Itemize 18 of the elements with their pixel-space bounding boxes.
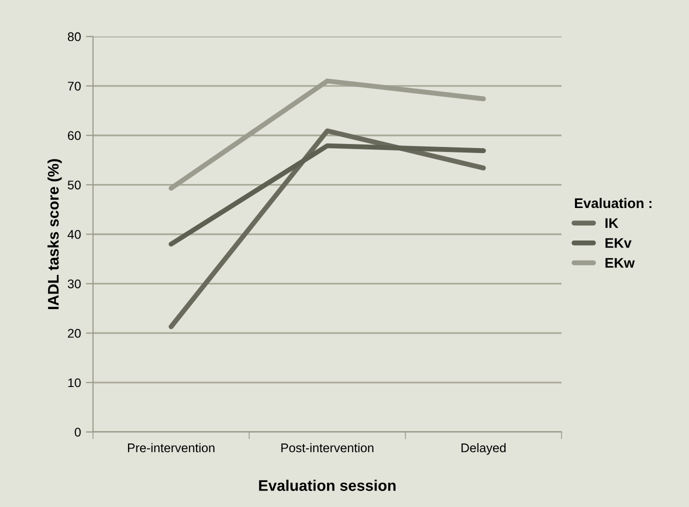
y-tick-label: 80 <box>68 32 81 42</box>
x-tick-label: Delayed <box>462 443 506 455</box>
y-tick-label: 40 <box>68 230 81 239</box>
legend-label: EKw <box>606 258 635 268</box>
x-axis-title: Evaluation session <box>259 480 396 491</box>
legend-title: Evaluation : <box>574 198 652 208</box>
legend-label: IK <box>606 218 618 228</box>
y-tick-label: 50 <box>68 180 81 190</box>
y-tick-label: 20 <box>68 328 81 338</box>
y-tick-label: 30 <box>68 279 81 288</box>
y-tick-label: 10 <box>68 378 81 388</box>
y-axis-title: IADL tasks score (%) <box>48 159 62 310</box>
legend-label: EKv <box>606 238 632 248</box>
y-tick-label: 0 <box>74 428 81 437</box>
y-tick-label: 70 <box>68 82 81 91</box>
y-tick-label: 60 <box>68 131 81 140</box>
x-tick-label: Post-intervention <box>281 443 374 452</box>
x-tick-label: Pre-intervention <box>128 443 214 452</box>
